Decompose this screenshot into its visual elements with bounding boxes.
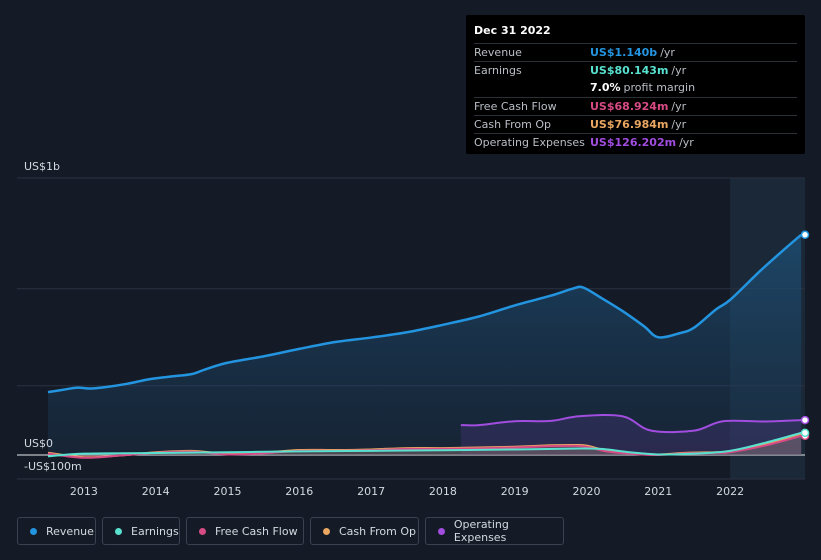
tooltip-row-label: Earnings bbox=[474, 64, 522, 78]
tooltip-row-value: US$80.143m bbox=[590, 64, 669, 78]
legend-item-cash-from-op[interactable]: Cash From Op bbox=[310, 517, 419, 545]
tooltip-row: 7.0% profit margin bbox=[474, 79, 797, 96]
tooltip-row: Earnings US$80.143m/yr bbox=[474, 61, 797, 79]
x-tick-label: 2022 bbox=[716, 485, 744, 498]
tooltip-row-unit: profit margin bbox=[623, 81, 696, 95]
tooltip: Dec 31 2022 Revenue US$1.140b/yr Earnings U… bbox=[466, 15, 805, 154]
tooltip-row-unit: /yr bbox=[671, 117, 687, 131]
revenue-line bbox=[47, 233, 802, 394]
tooltip-date: Dec 31 2022 bbox=[474, 24, 551, 37]
legend-label: Earnings bbox=[131, 524, 179, 538]
legend-dot-icon bbox=[438, 527, 445, 535]
x-tick-label: 2014 bbox=[142, 485, 170, 498]
legend-label: Revenue bbox=[46, 524, 94, 538]
legend-item-earnings[interactable]: Earnings bbox=[102, 517, 180, 545]
tooltip-row-value: 7.0% bbox=[590, 81, 621, 95]
legend-dot-icon bbox=[30, 527, 37, 535]
operating-expenses-line bbox=[460, 413, 802, 434]
tooltip-row-unit: /yr bbox=[679, 136, 694, 150]
revenue-area bbox=[48, 234, 802, 455]
tooltip-row-value: US$68.924m bbox=[590, 99, 669, 113]
tooltip-row: Cash From Op US$76.984m/yr bbox=[474, 114, 797, 133]
earnings-line bbox=[47, 431, 802, 458]
tooltip-row-unit: /yr bbox=[671, 99, 687, 113]
y-label-zero: US$0 bbox=[24, 437, 53, 450]
x-tick-label: 2021 bbox=[644, 485, 672, 498]
x-tick-label: 2020 bbox=[573, 485, 601, 498]
legend-label: Free Cash Flow bbox=[215, 524, 298, 538]
tooltip-row-value: US$1.140b bbox=[590, 46, 658, 60]
chart-area: US$1b US$0 -US$100m 2013 2014 2015 2016 2017… bbox=[17, 160, 810, 498]
legend-dot-icon bbox=[323, 527, 330, 535]
operating-expenses-end-marker bbox=[800, 415, 810, 425]
revenue-end-marker bbox=[800, 230, 810, 240]
tooltip-row-unit: /yr bbox=[671, 64, 687, 78]
y-label-neg: -US$100m bbox=[24, 460, 82, 473]
x-tick-label: 2017 bbox=[357, 485, 385, 498]
tooltip-row-label: Cash From Op bbox=[474, 117, 552, 131]
tooltip-row-label: Free Cash Flow bbox=[474, 99, 557, 113]
tooltip-row-label: Operating Expenses bbox=[474, 136, 585, 150]
tooltip-row-value: US$76.984m bbox=[590, 117, 669, 131]
earnings-end-marker bbox=[800, 428, 810, 438]
tooltip-row-value: US$126.202m bbox=[590, 136, 677, 150]
legend-dot-icon bbox=[199, 527, 206, 535]
x-tick-label: 2016 bbox=[285, 485, 313, 498]
x-tick-label: 2018 bbox=[429, 485, 457, 498]
legend-item-free-cash-flow[interactable]: Free Cash Flow bbox=[186, 517, 304, 545]
tooltip-row: Revenue US$1.140b/yr bbox=[474, 43, 797, 61]
legend-label: Cash From Op bbox=[339, 524, 417, 538]
tooltip-row-unit: /yr bbox=[660, 46, 675, 60]
tooltip-row: Free Cash Flow US$68.924m/yr bbox=[474, 96, 797, 115]
tooltip-row-label: Revenue bbox=[474, 46, 522, 60]
x-tick-label: 2013 bbox=[70, 485, 98, 498]
legend-item-operating-expenses[interactable]: Operating Expenses bbox=[425, 517, 564, 545]
tooltip-row: Operating Expenses US$126.202m/yr bbox=[474, 132, 797, 151]
y-label-top: US$1b bbox=[24, 160, 60, 173]
x-tick-label: 2015 bbox=[214, 485, 242, 498]
legend-item-revenue[interactable]: Revenue bbox=[17, 517, 96, 545]
legend-label: Operating Expenses bbox=[453, 518, 509, 544]
x-tick-label: 2019 bbox=[501, 485, 529, 498]
legend-dot-icon bbox=[115, 527, 122, 535]
cash-from-op-area bbox=[48, 433, 802, 458]
